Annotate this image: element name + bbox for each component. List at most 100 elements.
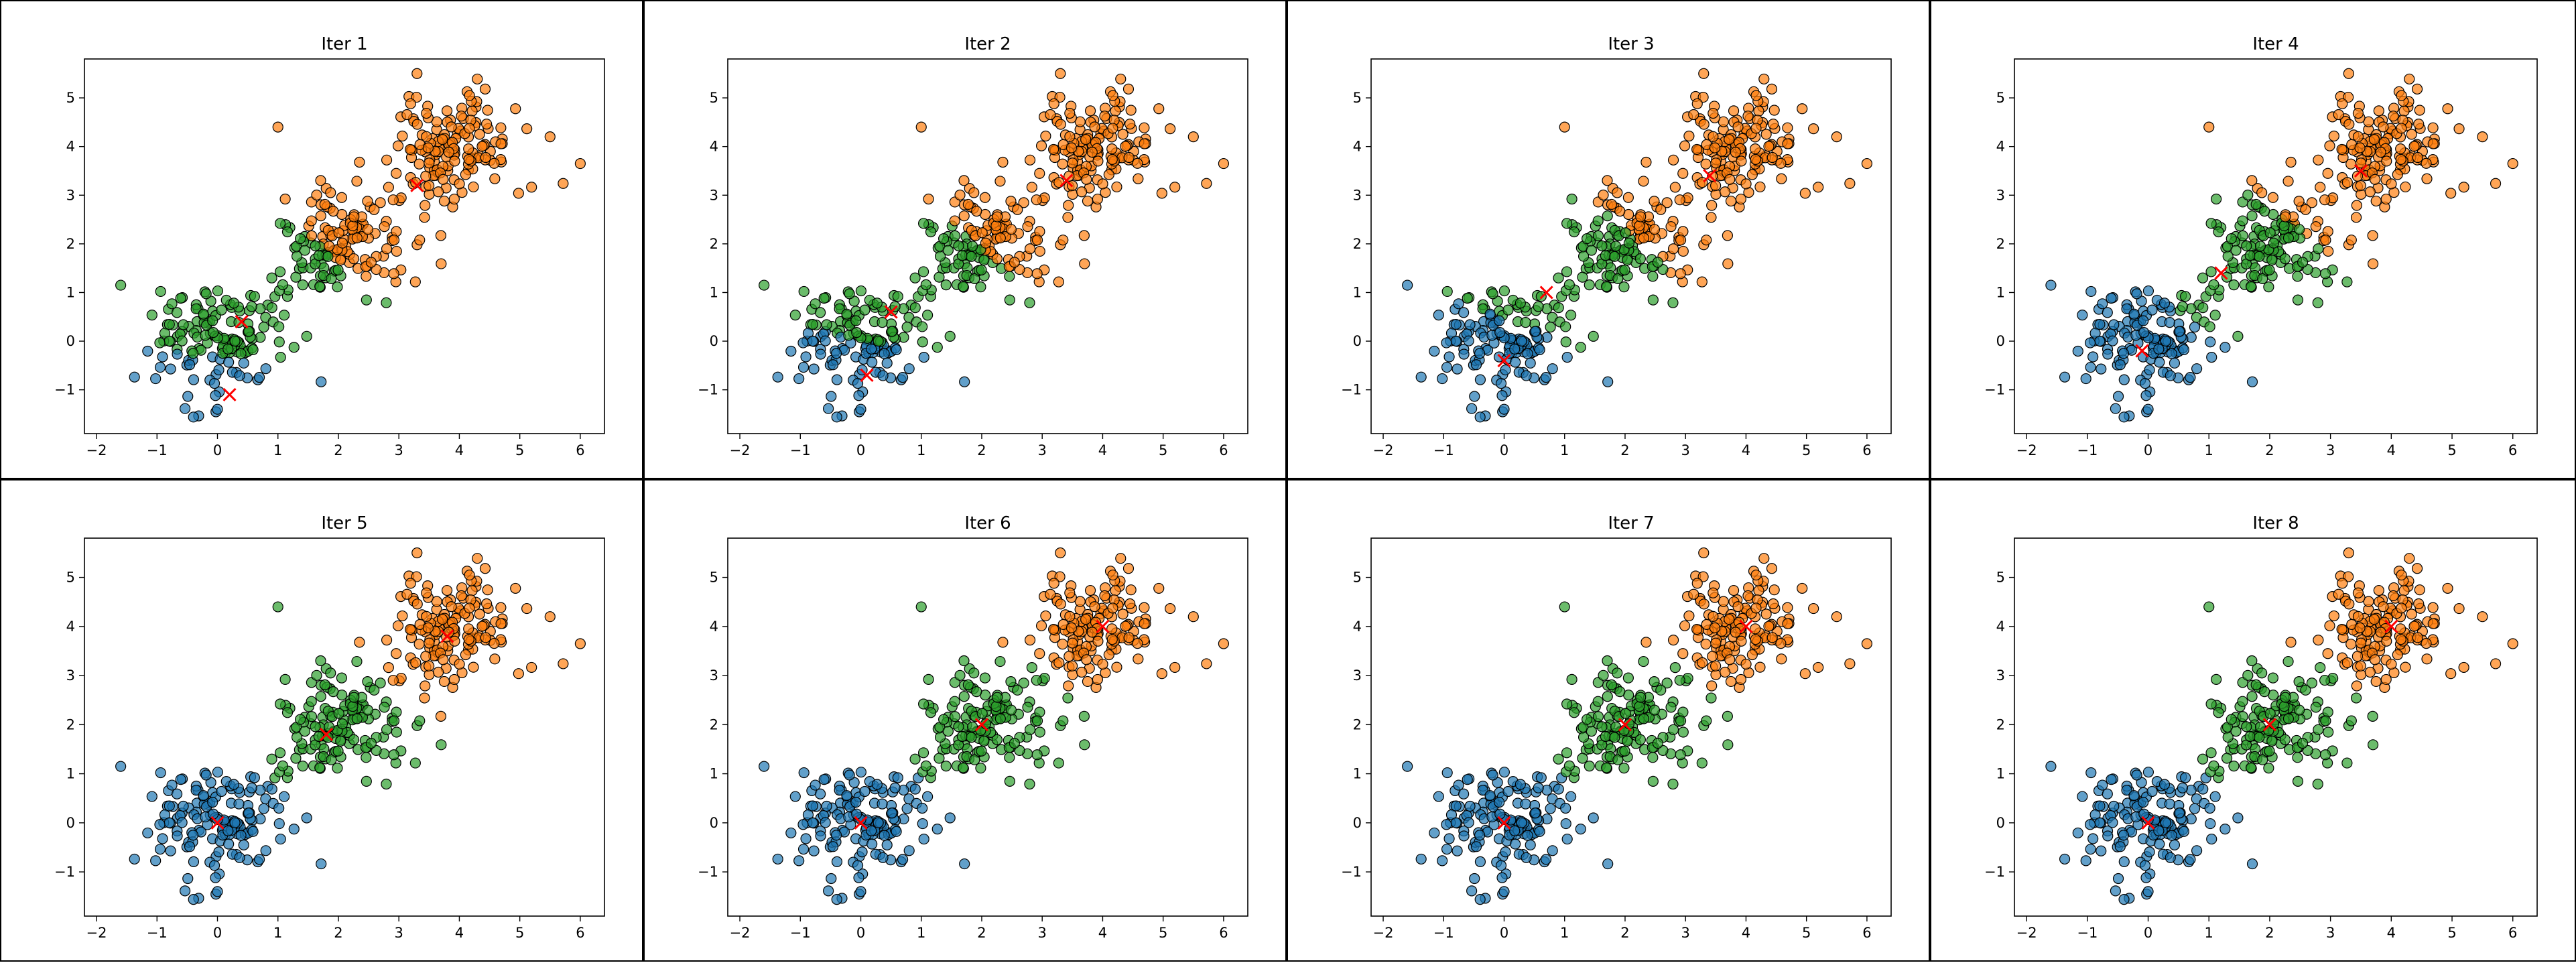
data-point (820, 817, 831, 828)
data-point (1458, 830, 1470, 842)
y-tick-label: 0 (66, 333, 75, 349)
data-point (2343, 547, 2354, 559)
data-point (178, 800, 189, 812)
data-point (348, 734, 359, 745)
data-point (853, 872, 864, 883)
data-point (2118, 374, 2130, 385)
data-point (2477, 131, 2488, 143)
x-tick-label: −2 (2016, 442, 2037, 458)
data-point (2352, 107, 2364, 119)
data-point (1797, 103, 1808, 115)
y-tick-label: 4 (1353, 139, 1362, 155)
data-point (2131, 288, 2142, 300)
data-point (388, 235, 400, 246)
data-point (1466, 403, 1478, 414)
data-point (853, 390, 864, 401)
data-point (295, 233, 306, 245)
data-point (1768, 598, 1779, 610)
data-point (1667, 154, 1679, 166)
data-point (1750, 143, 1761, 155)
data-point (962, 679, 974, 690)
data-point (438, 676, 450, 688)
data-point (178, 319, 189, 330)
x-tick-label: 4 (2387, 442, 2396, 458)
data-point (433, 666, 444, 678)
data-point (2259, 205, 2270, 217)
data-point (997, 637, 1009, 648)
x-tick-label: −2 (86, 925, 107, 941)
centroid-marker (2384, 619, 2398, 633)
data-point (1623, 237, 1635, 249)
data-point (2246, 210, 2258, 222)
data-point (2313, 724, 2324, 735)
data-point (1813, 182, 1824, 193)
data-point (1494, 796, 1505, 808)
data-point (154, 844, 166, 855)
data-point (1622, 735, 1633, 747)
data-point (917, 802, 928, 814)
data-point (2370, 676, 2382, 688)
data-point (1064, 131, 1076, 142)
data-point (1647, 294, 1659, 306)
data-point (2319, 194, 2331, 206)
data-point (2373, 584, 2384, 596)
data-point (1110, 105, 1121, 117)
data-point (966, 251, 977, 262)
data-point (2128, 790, 2140, 801)
data-point (273, 818, 285, 830)
data-point (198, 790, 209, 801)
data-point (1429, 345, 1440, 357)
data-point (2341, 177, 2353, 188)
data-point (1458, 788, 1470, 799)
data-point (544, 611, 556, 623)
data-point (347, 220, 359, 232)
data-point (821, 800, 832, 812)
data-point (279, 193, 291, 205)
x-tick-label: 6 (1219, 442, 1228, 458)
x-tick-label: 3 (1681, 925, 1690, 941)
data-point (917, 266, 929, 277)
y-tick-label: −1 (698, 382, 718, 398)
data-point (1649, 224, 1661, 235)
data-point (1022, 702, 1033, 713)
data-point (1735, 193, 1746, 205)
data-point (171, 788, 183, 799)
data-point (808, 845, 820, 856)
data-point (272, 121, 283, 133)
data-point (1602, 376, 1614, 387)
data-point (316, 376, 327, 387)
data-point (362, 676, 373, 688)
data-point (180, 403, 191, 414)
data-point (1099, 111, 1110, 122)
centroid-marker (2141, 816, 2155, 830)
data-point (2084, 337, 2096, 348)
data-point (1600, 250, 1611, 261)
data-point (1736, 155, 1747, 167)
data-point (480, 632, 491, 643)
data-point (1031, 674, 1042, 686)
data-point (1782, 122, 1793, 133)
data-point (1768, 584, 1780, 596)
data-point (1004, 775, 1015, 787)
data-point (1218, 638, 1230, 649)
data-point (1612, 273, 1624, 284)
subplot-iter-5: Iter 5 −2 −1 0 1 2 3 4 5 6 −1 0 1 2 3 4 5 (0, 479, 643, 962)
data-point (335, 735, 346, 747)
data-point (2507, 638, 2518, 649)
data-point (2292, 752, 2303, 763)
y-tick-label: 4 (1996, 619, 2005, 635)
data-point (1106, 634, 1118, 645)
data-point (495, 602, 507, 613)
data-point (1402, 761, 1413, 772)
data-point (2059, 371, 2071, 383)
centroid-marker (440, 629, 454, 643)
data-point (207, 796, 218, 808)
x-tick-label: 0 (1500, 442, 1508, 458)
data-point (401, 109, 413, 121)
data-point (1667, 297, 1679, 308)
data-point (521, 602, 533, 615)
data-point (446, 121, 457, 133)
data-point (2142, 403, 2154, 415)
data-point (2292, 271, 2303, 282)
